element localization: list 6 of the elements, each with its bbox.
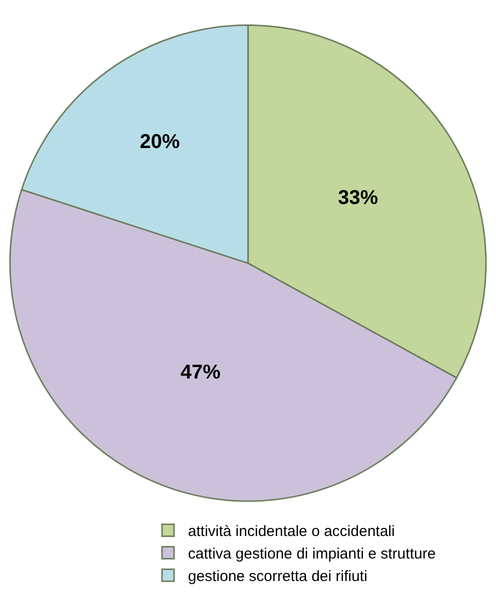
legend-label: cattiva gestione di impianti e strutture	[188, 546, 436, 563]
data-label: 20%	[140, 130, 180, 153]
data-label: 47%	[180, 362, 221, 384]
data-label: 33%	[338, 187, 378, 210]
legend-label: gestione scorretta dei rifiuti	[188, 568, 368, 586]
legend-label: attività incidentale o accidentali	[188, 523, 395, 540]
